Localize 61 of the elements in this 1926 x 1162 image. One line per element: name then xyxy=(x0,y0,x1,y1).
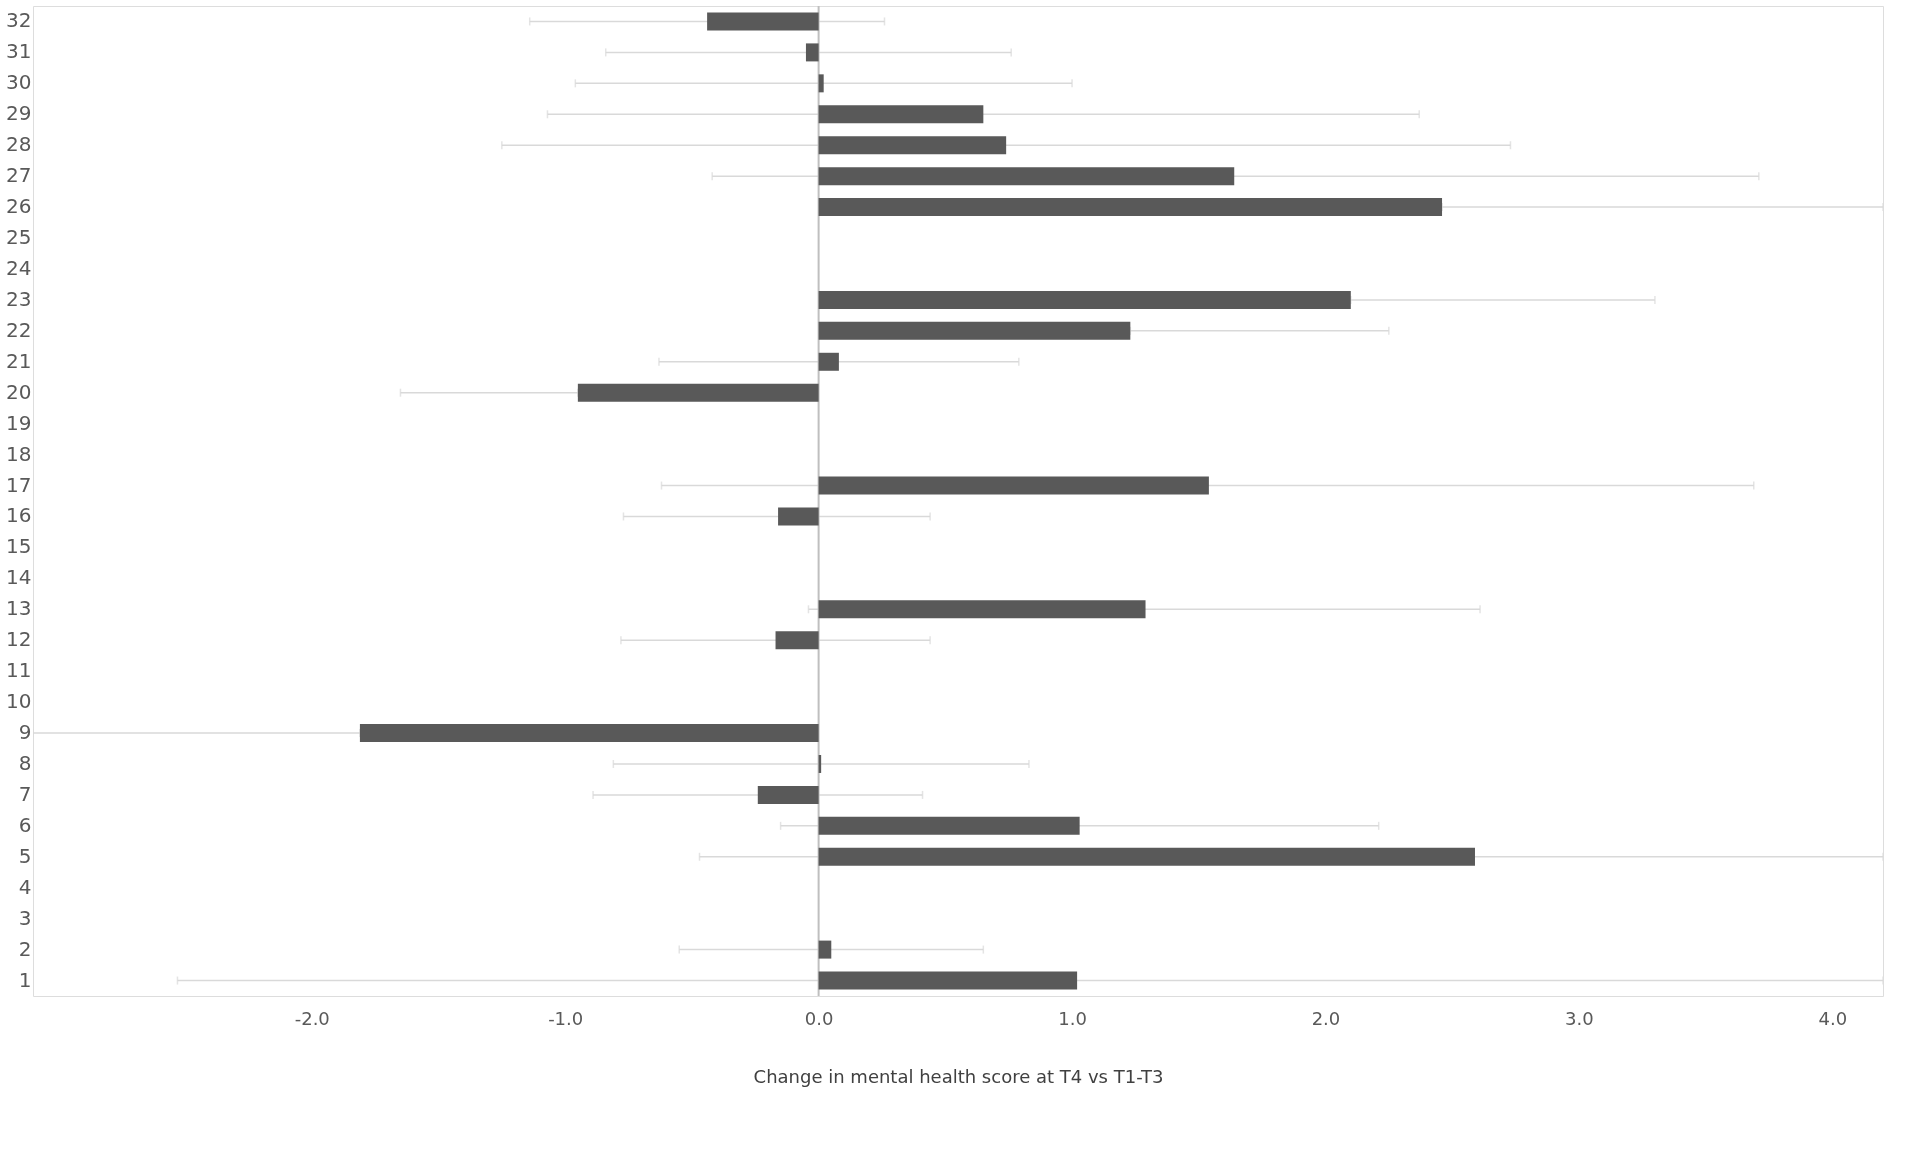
y-tick-label: 22 xyxy=(6,317,32,342)
y-tick-label: 4 xyxy=(18,874,32,899)
y-tick-label: 10 xyxy=(6,689,32,714)
bar xyxy=(805,43,819,62)
x-tick-label: -1.0 xyxy=(548,1007,584,1029)
bar xyxy=(818,321,1131,340)
bar xyxy=(818,971,1078,990)
bar xyxy=(818,476,1209,495)
y-tick-label: 16 xyxy=(6,503,32,528)
y-tick-label: 24 xyxy=(6,255,32,280)
x-tick-label: -2.0 xyxy=(294,1007,330,1029)
y-tick-label: 9 xyxy=(18,720,32,745)
x-tick-label: 1.0 xyxy=(1058,1007,1087,1029)
y-tick-label: 23 xyxy=(6,286,32,311)
bar xyxy=(577,383,819,402)
x-tick-label: 4.0 xyxy=(1818,1007,1848,1029)
y-tick-label: 29 xyxy=(6,101,32,126)
y-tick-label: 21 xyxy=(6,348,32,373)
bar xyxy=(818,940,832,959)
bar xyxy=(818,167,1235,186)
y-tick-label: 15 xyxy=(6,534,32,559)
y-tick-label: 11 xyxy=(6,658,32,683)
y-tick-label: 6 xyxy=(18,812,32,837)
y-tick-label: 8 xyxy=(18,750,32,775)
bar xyxy=(818,816,1080,835)
bar xyxy=(818,198,1443,217)
bar xyxy=(818,74,824,93)
y-tick-label: 3 xyxy=(18,905,32,930)
bar xyxy=(818,136,1007,155)
x-tick-label: 3.0 xyxy=(1565,1007,1594,1029)
y-tick-label: 13 xyxy=(6,596,32,621)
y-tick-label: 7 xyxy=(18,781,32,806)
y-tick-label: 20 xyxy=(6,379,32,404)
y-tick-label: 14 xyxy=(6,565,32,590)
y-tick-label: 27 xyxy=(6,163,32,188)
y-tick-label: 19 xyxy=(6,410,32,435)
bar xyxy=(757,785,819,804)
bar xyxy=(818,352,839,371)
bar xyxy=(778,507,819,526)
x-tick-label: 2.0 xyxy=(1311,1007,1341,1029)
bar xyxy=(359,724,819,743)
y-tick-label: 12 xyxy=(6,627,32,652)
bar xyxy=(818,105,984,124)
y-tick-label: 32 xyxy=(6,8,32,33)
y-tick-label: 18 xyxy=(6,441,32,466)
y-tick-label: 5 xyxy=(18,843,32,868)
y-tick-label: 26 xyxy=(6,194,32,219)
x-axis-title: Change in mental health score at T4 vs T1-T3 xyxy=(753,1065,1164,1087)
y-tick-label: 31 xyxy=(6,39,32,64)
y-tick-label: 1 xyxy=(18,967,32,992)
y-tick-label: 17 xyxy=(6,472,32,497)
bar xyxy=(818,847,1475,866)
bar xyxy=(775,631,819,650)
bar xyxy=(818,290,1351,309)
y-tick-label: 2 xyxy=(18,936,32,961)
bar xyxy=(707,12,819,31)
x-tick-label: 0.0 xyxy=(804,1007,834,1029)
y-tick-label: 25 xyxy=(6,225,32,250)
y-tick-label: 30 xyxy=(6,70,32,95)
y-tick-label: 28 xyxy=(6,132,32,157)
bar xyxy=(818,600,1146,619)
